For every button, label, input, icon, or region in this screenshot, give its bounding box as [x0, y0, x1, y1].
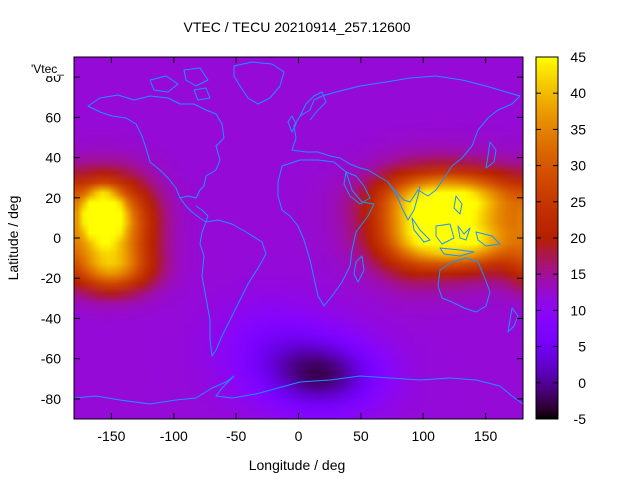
coastline-southeast-asia-islands	[411, 217, 501, 257]
coastline-north-america	[87, 94, 225, 199]
coastline-madagascar	[353, 255, 365, 283]
colorbar-tick-label: 20	[570, 230, 586, 246]
x-tick-label: -100	[160, 428, 188, 444]
x-tick-label: 0	[295, 428, 303, 444]
x-axis: -150 -100 -50 0 50 100 150	[97, 57, 497, 444]
coastline-arabia	[343, 171, 371, 205]
coastline-south-america	[199, 219, 267, 357]
coastline-canadian-archipelago	[149, 67, 211, 101]
x-tick-label: -50	[226, 428, 246, 444]
y-tick-label: -60	[41, 351, 61, 367]
coastline-eurasia	[291, 75, 521, 203]
chart-title: VTEC / TECU 20210914_257.12600	[183, 19, 410, 35]
x-tick-label: 100	[412, 428, 436, 444]
y-tick-label: 40	[45, 150, 61, 166]
y-tick-label: -20	[41, 270, 61, 286]
colorbar-axis: 45 40 35 30 25 20 15 10 5 0 -5	[536, 49, 586, 427]
x-tick-label: 150	[474, 428, 498, 444]
coastline-central-america	[179, 197, 209, 223]
colorbar-tick-label: 25	[570, 194, 586, 210]
coastline-greenland	[233, 61, 285, 105]
key-label: 'Vtec_	[31, 62, 64, 76]
y-tick-label: 0	[53, 230, 61, 246]
coastline-british-isles	[287, 115, 297, 133]
x-axis-label: Longitude / deg	[249, 457, 346, 473]
vtec-heatmap-image	[74, 57, 523, 419]
x-tick-label: -150	[97, 428, 125, 444]
coastline-japan	[485, 141, 497, 169]
coastline-australia	[437, 257, 491, 313]
y-axis-label: Latitude / deg	[5, 196, 21, 281]
coastline-philippines	[453, 195, 463, 215]
coastline-india	[387, 181, 421, 221]
key-label-background	[30, 60, 72, 76]
colorbar-tick-label: 5	[578, 339, 586, 355]
coastline-africa	[277, 159, 375, 307]
colorbar-tick-label: 35	[570, 121, 586, 137]
colorbar-tick-label: 40	[570, 85, 586, 101]
coastline-antarctica	[74, 375, 523, 405]
colorbar-tick-label: 0	[578, 375, 586, 391]
x-tick-label: 50	[353, 428, 369, 444]
y-tick-label: -40	[41, 310, 61, 326]
coastline-new-zealand	[507, 307, 519, 333]
heatmap	[74, 57, 523, 419]
colorbar-tick-label: 15	[570, 266, 586, 282]
y-tick-label: -80	[41, 391, 61, 407]
coastlines	[74, 61, 523, 405]
y-tick-label: 60	[45, 109, 61, 125]
colorbar-tick-label: -5	[574, 411, 587, 427]
y-tick-label: 20	[45, 190, 61, 206]
coastline-scandinavia	[299, 91, 327, 121]
colorbar-tick-label: 45	[570, 49, 586, 65]
colorbar-tick-label: 10	[570, 302, 586, 318]
colorbar-tick-label: 30	[570, 158, 586, 174]
